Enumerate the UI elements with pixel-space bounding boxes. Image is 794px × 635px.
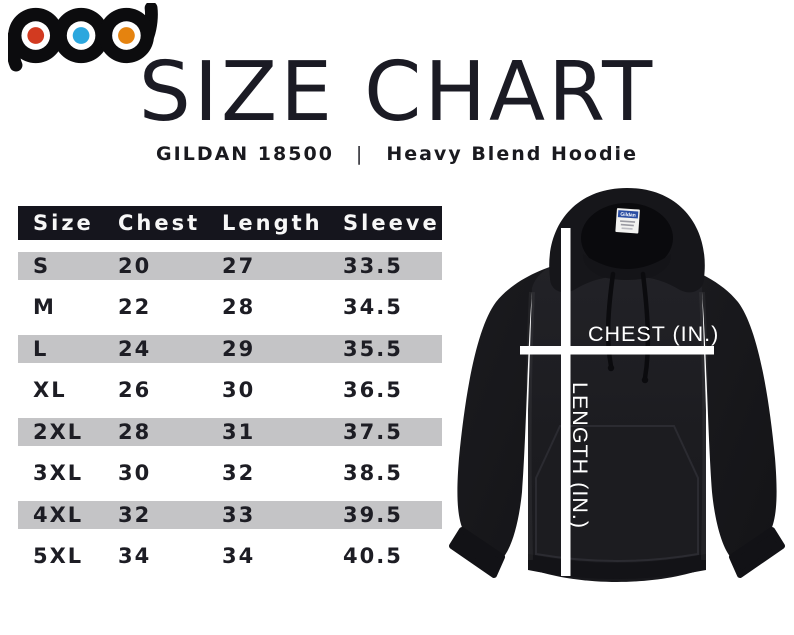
column-header-length: Length xyxy=(222,211,323,235)
pod-logo: XMAS xyxy=(8,3,165,72)
hoodie-right-cuff xyxy=(729,527,785,578)
length-measure-line xyxy=(561,228,571,576)
logo-dot-red xyxy=(27,27,45,44)
hoodie-pocket xyxy=(535,425,699,562)
table-row: L 24 29 35.5 xyxy=(18,328,442,370)
table-row: 4XL 32 33 39.5 xyxy=(18,494,442,536)
table-row: 2XL 28 31 37.5 xyxy=(18,411,442,453)
cell-length: 34 xyxy=(222,544,256,569)
hoodie-left-cuff xyxy=(449,527,505,578)
cell-chest: 20 xyxy=(118,253,152,278)
neck-tag-line xyxy=(621,227,633,230)
table-row: XL 26 30 36.5 xyxy=(18,370,442,412)
drawstring-tip xyxy=(607,364,615,372)
neck-tag-line xyxy=(620,220,636,223)
cell-chest: 26 xyxy=(118,378,152,403)
cell-length: 27 xyxy=(222,253,256,278)
cell-size: XL xyxy=(33,378,67,403)
column-header-sleeve: Sleeve xyxy=(343,211,440,235)
cell-size: S xyxy=(33,253,51,278)
product-name: Heavy Blend Hoodie xyxy=(386,143,638,165)
column-header-size: Size xyxy=(33,211,94,235)
cell-sleeve: 38.5 xyxy=(343,461,403,486)
hoodie-hem xyxy=(528,554,706,579)
cell-size: M xyxy=(33,295,56,320)
cell-length: 28 xyxy=(222,295,256,320)
cell-length: 31 xyxy=(222,419,256,444)
cell-size: 3XL xyxy=(33,461,84,486)
drawstring-tip xyxy=(641,376,649,384)
size-table: Size Chest Length Sleeve S 20 27 33.5 M … xyxy=(18,206,442,577)
column-header-chest: Chest xyxy=(118,211,201,235)
fabric-highlight xyxy=(699,291,709,561)
table-row: 5XL 34 34 40.5 xyxy=(18,536,442,578)
fabric-highlight xyxy=(525,291,535,561)
cell-sleeve: 40.5 xyxy=(343,544,403,569)
cell-sleeve: 36.5 xyxy=(343,378,403,403)
subtitle-separator: | xyxy=(355,143,365,165)
logo-dot-orange xyxy=(118,27,135,44)
product-subtitle: GILDAN 18500 | Heavy Blend Hoodie xyxy=(0,143,794,166)
cell-sleeve: 39.5 xyxy=(343,502,403,527)
hoodie-right-sleeve xyxy=(666,262,777,559)
table-row: M 22 28 34.5 xyxy=(18,287,442,329)
cell-size: L xyxy=(33,336,49,361)
cell-chest: 28 xyxy=(118,419,152,444)
cell-length: 33 xyxy=(222,502,256,527)
size-table-header: Size Chest Length Sleeve xyxy=(18,206,442,240)
chest-measure-label: CHEST (IN.) xyxy=(588,322,719,346)
cell-chest: 34 xyxy=(118,544,152,569)
hoodie-left-sleeve xyxy=(457,262,568,559)
cell-length: 32 xyxy=(222,461,256,486)
hoodie-drawstring-left xyxy=(605,271,616,369)
chest-measure-line xyxy=(520,346,714,355)
neck-tag-blue-band xyxy=(617,210,639,219)
cell-size: 4XL xyxy=(33,502,84,527)
neck-tag: Gildan xyxy=(615,208,640,234)
cell-size: 2XL xyxy=(33,419,84,444)
hoodie-measurement-figure: Gildan CHEST (IN.) LENGTH (IN.) xyxy=(449,188,785,582)
cell-size: 5XL xyxy=(33,544,84,569)
page-title: SIZE CHART xyxy=(138,45,656,140)
cell-sleeve: 34.5 xyxy=(343,295,403,320)
cell-chest: 24 xyxy=(118,336,152,361)
product-code: GILDAN 18500 xyxy=(156,143,334,165)
neck-tag-brand: Gildan xyxy=(620,212,636,219)
cell-length: 29 xyxy=(222,336,256,361)
logo-dot-blue xyxy=(72,27,90,44)
neck-tag-line xyxy=(620,223,634,227)
length-measure-label: LENGTH (IN.) xyxy=(568,382,592,529)
cell-sleeve: 35.5 xyxy=(343,336,403,361)
cell-sleeve: 37.5 xyxy=(343,419,403,444)
table-row: S 20 27 33.5 xyxy=(18,245,442,287)
hoodie-hood-opening xyxy=(581,203,673,273)
cell-chest: 30 xyxy=(118,461,152,486)
cell-sleeve: 33.5 xyxy=(343,253,403,278)
cell-chest: 32 xyxy=(118,502,152,527)
hoodie-collar xyxy=(582,254,672,280)
table-row: 3XL 30 32 38.5 xyxy=(18,453,442,495)
cell-length: 30 xyxy=(222,378,256,403)
hoodie-drawstring-right xyxy=(640,271,651,381)
cell-chest: 22 xyxy=(118,295,152,320)
